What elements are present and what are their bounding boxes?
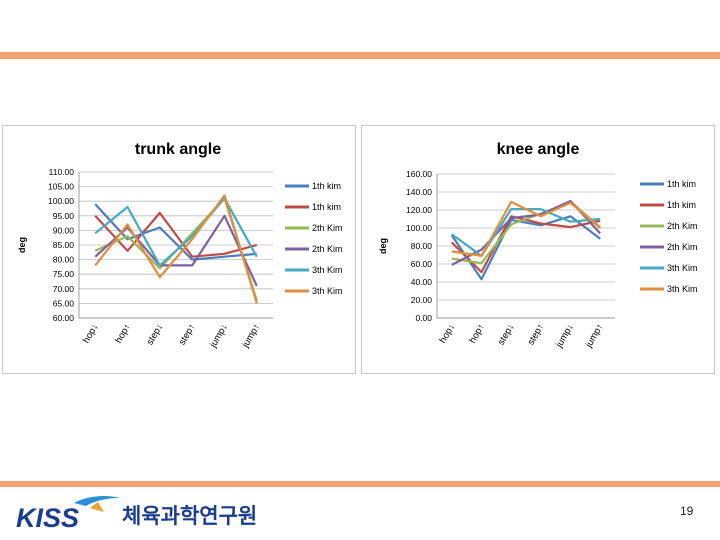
chart2-ytick-label: 0.00 [415, 313, 432, 323]
kiss-logo: KISS [16, 495, 120, 532]
chart1-xtick-label: jump↑ [240, 322, 263, 350]
chart2-xtick-label: step↓ [496, 322, 517, 347]
top-accent-bar [0, 52, 720, 59]
chart2-ylabel: deg [378, 238, 388, 254]
chart1-xtick-label: step↓ [145, 322, 166, 347]
chart1-ytick-label: 70.00 [53, 284, 75, 294]
chart2-ytick-label: 40.00 [411, 277, 433, 287]
chart1-ytick-label: 100.00 [48, 196, 74, 206]
chart2-legend-label: 3th Kim [667, 263, 698, 273]
chart1-ytick-label: 65.00 [53, 298, 75, 308]
chart2-ytick-label: 120.00 [406, 205, 432, 215]
chart1-ytick-label: 95.00 [53, 211, 75, 221]
chart2-xtick-label: step↑ [526, 322, 547, 347]
chart1-ytick-label: 80.00 [53, 255, 75, 265]
chart2-title: knee angle [497, 141, 580, 158]
chart1-legend-label: 1th kim [312, 202, 341, 212]
chart1-xtick-label: step↑ [177, 322, 198, 347]
trunk-angle-chart: trunk angle deg 60.00 65.00 70.00 75.00 80.00 8… [2, 125, 356, 374]
chart1-series-line-2 [94, 211, 258, 258]
chart2-ytick-label: 80.00 [411, 241, 433, 251]
chart2-legend-label: 2th Kim [667, 221, 698, 231]
chart2-xtick-label: hop↓ [438, 322, 458, 345]
chart1-series-line-5 [94, 197, 258, 267]
trunk-angle-chart-svg: trunk angle deg 60.00 65.00 70.00 75.00 80.00 8… [17, 141, 343, 350]
chart2-xtick-label: jump↑ [583, 322, 606, 350]
chart2-xtick-label: hop↑ [467, 322, 487, 345]
knee-angle-chart: knee angle deg 0.00 20.00 40.00 60.00 80.00 100… [361, 125, 715, 374]
chart1-ytick-label: 105.00 [48, 182, 74, 192]
chart2-xtick-label: jump↓ [553, 322, 576, 350]
knee-angle-chart-svg: knee angle deg 0.00 20.00 40.00 60.00 80.00 100… [378, 141, 698, 350]
chart2-legend-label: 1th kim [667, 179, 696, 189]
chart2-legend-label: 1th kim [667, 200, 696, 210]
chart1-title: trunk angle [135, 141, 221, 158]
chart2-ytick-label: 20.00 [411, 295, 433, 305]
chart2-ytick-label: 160.00 [406, 169, 432, 179]
chart1-ylabel: deg [17, 237, 27, 253]
chart1-legend-label: 2th Kim [312, 244, 343, 254]
chart2-ytick-label: 100.00 [406, 223, 432, 233]
chart1-legend-label: 3th Kim [312, 265, 343, 275]
chart1-xtick-label: hop↓ [81, 322, 101, 345]
chart1-ytick-label: 110.00 [49, 167, 75, 177]
chart2-ytick-label: 60.00 [411, 259, 433, 269]
chart2-ytick-label: 140.00 [406, 187, 432, 197]
kiss-logo-text: KISS [16, 503, 79, 532]
chart1-ytick-label: 85.00 [53, 240, 75, 250]
chart1-series-line-6 [94, 194, 258, 304]
chart1-legend-label: 1th kim [312, 181, 341, 191]
org-name: 체육과학연구원 [122, 504, 258, 528]
chart2-series-line-6 [451, 200, 601, 257]
chart1-xtick-label: jump↓ [207, 322, 230, 350]
chart1-legend-label: 3th Kim [312, 286, 343, 296]
chart2-series-line-1 [450, 215, 601, 281]
bottom-accent-bar [0, 481, 720, 487]
chart2-legend-label: 3th Kim [667, 284, 698, 294]
chart1-xtick-label: hop↑ [113, 322, 133, 345]
chart1-ytick-label: 90.00 [53, 225, 75, 235]
page-number: 19 [680, 504, 694, 518]
chart2-legend-label: 2th Kim [667, 242, 698, 252]
chart1-legend-label: 2th Kim [312, 223, 343, 233]
chart1-ytick-label: 60.00 [53, 313, 75, 323]
chart1-ytick-label: 75.00 [53, 269, 75, 279]
